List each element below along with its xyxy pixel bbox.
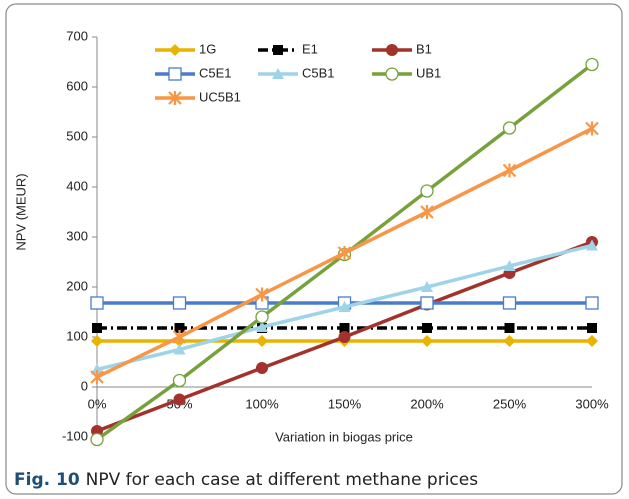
x-tick-label: 300% [575, 396, 609, 411]
marker [587, 323, 597, 333]
marker [90, 370, 104, 384]
marker [585, 121, 599, 136]
marker [92, 323, 102, 333]
y-tick-label: 200 [66, 278, 88, 293]
legend-label: B1 [416, 41, 432, 56]
marker [172, 296, 187, 310]
marker [422, 323, 432, 333]
x-tick-label: 250% [493, 396, 527, 411]
legend-label: 1G [199, 41, 216, 56]
marker [169, 44, 181, 56]
marker [172, 373, 187, 388]
marker [173, 393, 186, 406]
marker [256, 362, 268, 374]
marker [503, 335, 516, 347]
legend-label: UC5B1 [199, 89, 241, 104]
marker [255, 287, 269, 302]
caption-label: Fig. 10 [14, 470, 80, 490]
x-tick-label: 150% [328, 396, 362, 411]
marker [339, 323, 350, 333]
marker [91, 363, 103, 375]
marker [502, 121, 517, 135]
marker [91, 335, 103, 347]
marker [168, 67, 182, 81]
marker [585, 296, 599, 310]
marker [172, 330, 187, 344]
y-axis-label: NPV (MEUR) [13, 173, 28, 250]
y-tick-label: 600 [66, 78, 88, 93]
marker [173, 343, 186, 355]
marker [421, 281, 433, 292]
marker [338, 301, 351, 312]
marker [174, 323, 185, 333]
marker [420, 205, 434, 219]
marker [90, 432, 104, 447]
marker [386, 44, 398, 56]
marker [420, 184, 434, 198]
x-axis-label: Variation in biogas price [275, 429, 413, 444]
marker [272, 68, 284, 79]
y-tick-label: 0 [81, 378, 88, 393]
marker [255, 310, 269, 324]
frame [5, 3, 623, 495]
y-tick-label: 300 [66, 228, 88, 243]
marker [502, 296, 517, 310]
marker [385, 67, 399, 81]
marker [256, 335, 268, 347]
y-tick-label: 100 [66, 328, 88, 343]
legend-label: E1 [302, 41, 318, 56]
legend-label: UB1 [416, 65, 441, 80]
x-tick-label: 0% [88, 396, 107, 411]
marker [337, 246, 352, 260]
x-tick-label: 100% [245, 396, 279, 411]
y-tick-label: -100 [62, 428, 88, 443]
marker [338, 331, 351, 343]
legend-label: C5B1 [302, 65, 335, 80]
marker [502, 163, 517, 178]
y-tick-label: 700 [66, 28, 88, 43]
caption-text: NPV for each case at different methane p… [85, 470, 479, 490]
marker [420, 296, 434, 310]
y-tick-label: 400 [66, 178, 88, 193]
x-tick-label: 200% [410, 396, 444, 411]
marker [256, 321, 268, 332]
marker [421, 335, 433, 347]
marker [504, 323, 515, 333]
marker [585, 57, 599, 72]
y-tick-label: 500 [66, 128, 88, 143]
marker [586, 239, 598, 251]
marker [586, 335, 598, 347]
marker [168, 91, 182, 105]
marker [273, 45, 283, 55]
legend-label: C5E1 [199, 65, 232, 80]
caption: Fig. 10 NPV for each case at different me… [14, 470, 478, 490]
marker [503, 260, 516, 271]
marker [90, 296, 104, 310]
